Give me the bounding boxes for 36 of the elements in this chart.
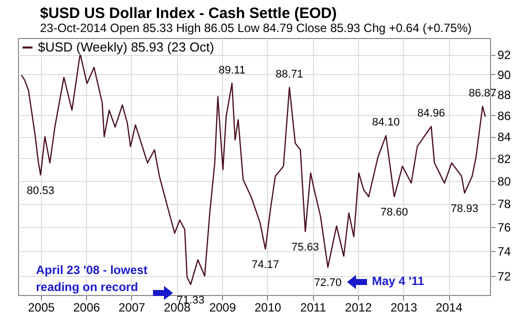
y-tick-label: 86 <box>498 108 512 123</box>
x-tick-label: 2006 <box>73 300 100 314</box>
x-tick-label: 2010 <box>254 300 282 314</box>
x-tick-label: 2012 <box>345 300 372 314</box>
annotation: 78.93 <box>450 202 478 215</box>
annotation: 80.53 <box>26 184 54 197</box>
x-tick-label: 2007 <box>118 300 146 314</box>
x-tick-label: 2011 <box>300 300 326 314</box>
y-tick-label: 82 <box>498 152 512 166</box>
annotation: 74.17 <box>252 259 280 272</box>
chart-title: $USD US Dollar Index - Cash Settle (EOD) <box>40 5 337 22</box>
x-tick-label: 2009 <box>209 300 236 314</box>
annotation: 84.10 <box>372 116 400 129</box>
annotation: 88.71 <box>276 68 304 80</box>
x-tick-label: 2013 <box>390 300 418 314</box>
annotation: 84.96 <box>417 107 445 120</box>
chart-subtitle: 23-Oct-2014 Open 85.33 High 86.05 Low 84.79 Close 85.93 Chg +0.64 (+0.75%) <box>40 21 472 35</box>
y-tick-label: 92 <box>498 48 512 62</box>
x-tick-label: 2014 <box>436 300 463 314</box>
y-tick-label: 74 <box>498 244 512 259</box>
annotation: May 4 '11 <box>372 273 426 290</box>
annotation: 75.63 <box>292 242 320 254</box>
y-tick-label: 84 <box>498 130 512 144</box>
y-tick-label: 80 <box>498 174 512 188</box>
annotation: 72.70 <box>314 277 342 290</box>
x-tick-label: 2005 <box>28 300 55 314</box>
annotation: April 23 '08 - lowest reading on record <box>36 262 149 296</box>
y-tick-label: 72 <box>498 269 512 284</box>
y-tick-label: 88 <box>498 88 512 102</box>
annotation: 89.11 <box>218 64 246 76</box>
y-tick-label: 76 <box>498 220 512 235</box>
y-tick-label: 78 <box>498 197 512 212</box>
annotation: 78.60 <box>380 206 408 219</box>
y-tick-label: 90 <box>498 68 512 82</box>
annotation: 86.87 <box>468 87 496 100</box>
legend-label: $USD (Weekly) 85.93 (23 Oct) <box>38 40 214 54</box>
